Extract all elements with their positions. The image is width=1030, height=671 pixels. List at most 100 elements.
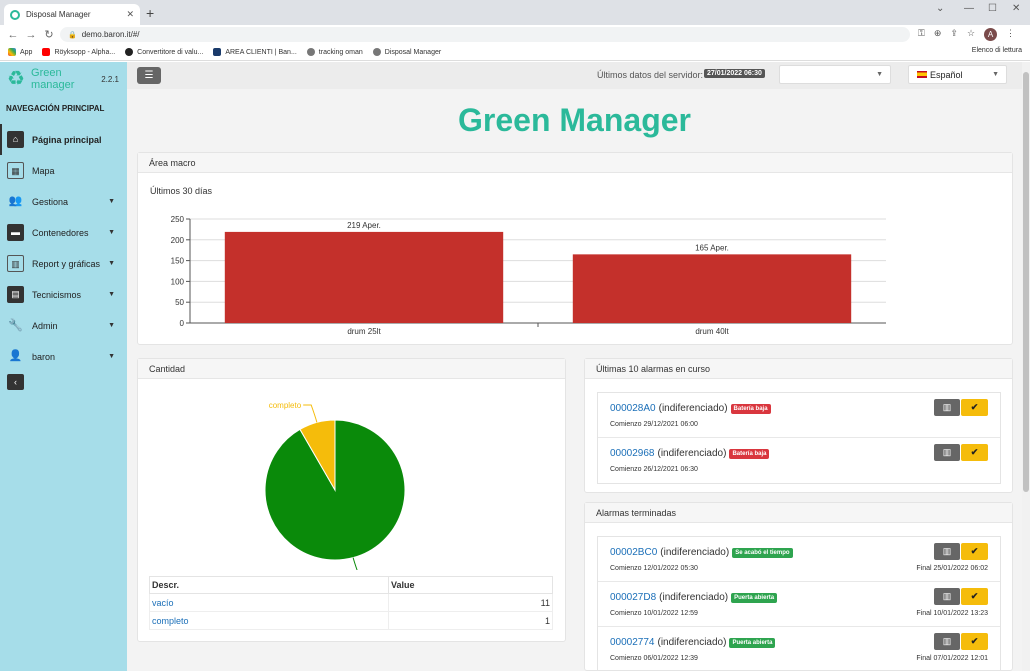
browser-tab[interactable]: Disposal Manager ✕ (4, 4, 140, 25)
map-icon: ▥ (942, 636, 952, 646)
hamburger-menu-button[interactable]: ☰ (137, 67, 161, 84)
chart-icon: ▥ (7, 255, 24, 272)
alarm-end: Final 10/01/2022 13:23 (916, 610, 988, 617)
users-icon: 👥 (8, 195, 23, 207)
acknowledge-button[interactable]: ✔ (961, 399, 988, 416)
chevron-down-icon: ▼ (108, 291, 115, 298)
check-icon: ✔ (970, 402, 979, 412)
acknowledge-button[interactable]: ✔ (961, 588, 988, 605)
column-header[interactable]: Descr. (149, 576, 389, 594)
globe-icon (306, 48, 315, 56)
chevron-down-icon: ▼ (876, 71, 883, 78)
column-header[interactable]: Value (387, 576, 554, 594)
sidebar-item-gestiona[interactable]: 👥 Gestiona ▼ (0, 186, 127, 217)
bar (572, 254, 852, 323)
panel-title: Alarmas terminadas (585, 503, 1012, 523)
alarm-id-link[interactable]: 00002774 (610, 637, 655, 648)
more-icon[interactable]: ⋮ (1006, 28, 1016, 38)
bookmark-converter[interactable]: Convertitore di valu... (125, 48, 203, 56)
key-icon[interactable]: ⚿ (918, 28, 925, 38)
acknowledge-button[interactable]: ✔ (961, 633, 988, 650)
reading-list[interactable]: Elenco di lettura (971, 47, 1022, 54)
alarm-start: Comienzo 06/01/2022 12:39 (610, 655, 698, 662)
scrollbar-thumb[interactable] (1023, 72, 1029, 492)
sidebar-item-report[interactable]: ▥ Report y gráficas ▼ (0, 248, 127, 279)
sidebar-item-admin[interactable]: 🔧 Admin ▼ (8, 318, 115, 332)
pie-leader-line (303, 404, 318, 423)
descr-link[interactable]: completo (152, 615, 189, 626)
sidebar-item-contenedores[interactable]: ▬ Contenedores ▼ (0, 217, 127, 248)
map-button[interactable]: ▥ (934, 633, 960, 650)
acknowledge-button[interactable]: ✔ (961, 543, 988, 560)
sidebar-item-user[interactable]: 👤 baron ▼ (0, 341, 127, 372)
map-button[interactable]: ▥ (934, 444, 960, 461)
pie-leader-line (352, 557, 358, 570)
bookmarks-bar: App Röyksopp - Alpha... Convertitore di … (0, 44, 1030, 61)
list-item: 000027D8 (indiferenciado) Puerta abierta C… (598, 582, 1000, 627)
chevron-down-icon: ▼ (108, 353, 115, 360)
acknowledge-button[interactable]: ✔ (961, 444, 988, 461)
sidebar: ♻ Green manager 2.2.1 NAVEGACIÓN PRINCIP… (0, 62, 127, 671)
forward-icon[interactable]: → (25, 28, 37, 41)
list-item: 00002774 (indiferenciado) Puerta abierta C… (598, 627, 1000, 671)
zoom-icon[interactable]: ⊕ (933, 28, 942, 38)
map-button[interactable]: ▥ (934, 588, 960, 605)
map-icon: ▦ (7, 162, 24, 179)
sidebar-item-home[interactable]: ⌂ Página principal (0, 124, 127, 155)
brand[interactable]: ♻ Green manager 2.2.1 (0, 62, 127, 96)
user-icon: 👤 (8, 350, 23, 362)
pie-label: completo (269, 401, 302, 410)
page-title: Green Manager (458, 102, 691, 138)
map-button[interactable]: ▥ (934, 543, 960, 560)
current-alarms-panel: Últimas 10 alarmas en curso 000028A0 (ind… (584, 358, 1013, 493)
collapse-sidebar-button[interactable]: ‹ (7, 374, 24, 390)
y-tick-label: 250 (171, 215, 185, 224)
bookmark-apps[interactable]: App (8, 48, 32, 56)
sidebar-item-map[interactable]: ▦ Mapa (0, 155, 127, 186)
main-content: ☰ Últimos datos del servidor: 27/01/2022… (127, 62, 1022, 671)
close-window-icon[interactable]: ✕ (1012, 3, 1021, 14)
bookmark-area-clienti[interactable]: AREA CLIENTI | Ban... (213, 48, 297, 56)
star-icon[interactable]: ☆ (966, 28, 976, 38)
globe-icon (372, 48, 381, 56)
language-select[interactable]: Español ▼ (908, 65, 1007, 84)
share-icon[interactable]: ⇪ (950, 28, 958, 38)
reload-icon[interactable]: ↻ (44, 29, 54, 41)
close-tab-icon[interactable]: ✕ (126, 9, 134, 19)
chevron-down-icon: ▼ (108, 198, 115, 205)
back-icon[interactable]: ← (7, 28, 19, 41)
top-bar: ☰ Últimos datos del servidor: 27/01/2022… (127, 62, 1022, 89)
box-icon: ▤ (7, 286, 24, 303)
bookmark-tracking[interactable]: tracking oman (306, 48, 363, 56)
browser-tab-bar: Disposal Manager ✕ + ⌄ — ☐ ✕ (0, 0, 1030, 25)
map-button[interactable]: ▥ (934, 399, 960, 416)
alarm-list: 000028A0 (indiferenciado) Batería baja Com… (597, 392, 1001, 484)
alarm-id-link[interactable]: 00002BC0 (610, 547, 658, 558)
maximize-icon[interactable]: ☐ (988, 3, 997, 14)
alarm-id-link[interactable]: 00002968 (610, 448, 655, 459)
check-icon: ✔ (970, 636, 979, 646)
alarm-end: Final 25/01/2022 06:02 (916, 565, 988, 572)
url-field[interactable]: 🔒 demo.baron.it/#/ (60, 27, 910, 42)
cantidad-panel: Cantidad vaciocompleto Descr. Value vací… (137, 358, 566, 642)
chevron-down-icon: ▼ (108, 260, 115, 267)
pie-chart: vaciocompleto (264, 401, 406, 570)
check-icon: ✔ (970, 546, 979, 556)
tab-search-icon[interactable]: ⌄ (936, 3, 945, 14)
bookmark-disposal[interactable]: Disposal Manager (372, 48, 441, 56)
minimize-icon[interactable]: — (964, 3, 974, 14)
alarm-id-link[interactable]: 000028A0 (610, 403, 656, 414)
apps-grid-icon (8, 48, 16, 56)
bookmark-youtube[interactable]: Röyksopp - Alpha... (42, 48, 115, 56)
bar (224, 231, 504, 323)
y-tick-label: 100 (171, 277, 185, 286)
value-cell: 1 (387, 611, 554, 630)
new-tab-icon[interactable]: + (146, 5, 155, 21)
check-icon: ✔ (970, 447, 979, 457)
alarm-id-link[interactable]: 000027D8 (610, 592, 657, 603)
panel-title: Área macro (138, 153, 1012, 173)
descr-link[interactable]: vacío (152, 597, 174, 608)
profile-avatar[interactable]: A (984, 28, 998, 41)
sidebar-item-tecnicismos[interactable]: ▤ Tecnicismos ▼ (0, 279, 127, 310)
filter-select[interactable]: ▼ (779, 65, 891, 84)
